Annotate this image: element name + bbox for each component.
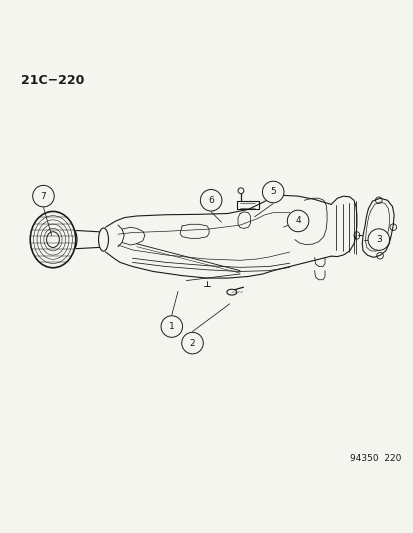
Text: 4: 4: [294, 216, 300, 225]
Ellipse shape: [226, 289, 236, 295]
Circle shape: [200, 190, 221, 211]
Text: 1: 1: [169, 322, 174, 331]
Ellipse shape: [70, 230, 77, 249]
Circle shape: [33, 185, 54, 207]
Text: 2: 2: [189, 338, 195, 348]
Text: 21C−220: 21C−220: [21, 74, 84, 87]
Circle shape: [367, 229, 389, 251]
Circle shape: [262, 181, 283, 203]
Text: 5: 5: [270, 188, 275, 197]
Circle shape: [161, 316, 182, 337]
Text: 94350  220: 94350 220: [349, 454, 401, 463]
Circle shape: [181, 333, 203, 354]
Text: 7: 7: [40, 192, 46, 200]
Ellipse shape: [30, 212, 76, 268]
Circle shape: [287, 210, 308, 232]
Ellipse shape: [237, 188, 243, 193]
Text: 3: 3: [375, 235, 381, 244]
Ellipse shape: [98, 228, 108, 251]
Text: 6: 6: [208, 196, 214, 205]
